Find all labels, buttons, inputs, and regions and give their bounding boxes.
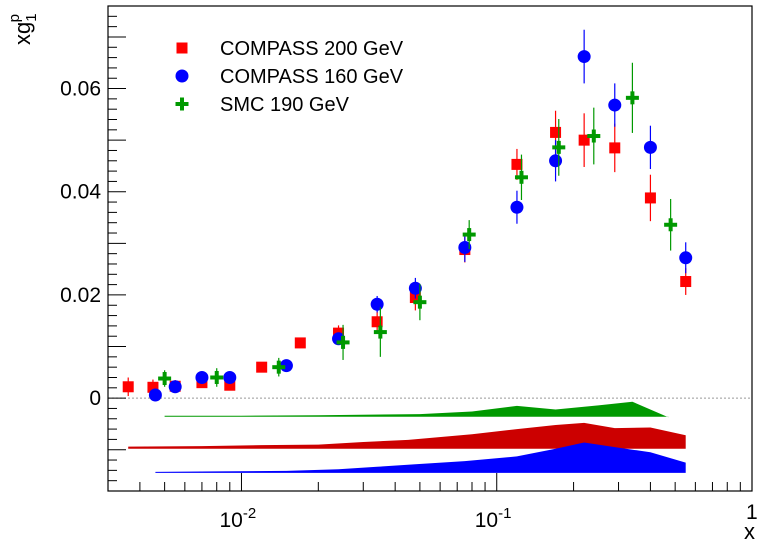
data-point: [224, 379, 236, 391]
data-point: [510, 200, 524, 214]
data-point: [210, 370, 224, 384]
data-point: [587, 129, 601, 143]
data-point: [122, 381, 134, 393]
data-point: [608, 98, 622, 112]
y-tick-label: 0.06: [60, 78, 101, 101]
data-point: [550, 126, 562, 138]
data-point: [679, 251, 693, 265]
data-point: [223, 370, 237, 384]
data-point: [256, 361, 268, 373]
data-point: [644, 192, 656, 204]
y-axis-title-superscript: p: [6, 14, 23, 22]
data-point: [625, 91, 639, 105]
systematic-band-2: [128, 422, 686, 449]
legend-marker: [175, 97, 189, 111]
y-tick-label: 0: [89, 387, 101, 410]
data-point: [552, 140, 566, 154]
data-point: [514, 170, 528, 184]
data-point: [413, 295, 427, 309]
y-axis-title: xg1p: [6, 13, 40, 45]
data-point: [147, 381, 159, 393]
data-point: [168, 380, 182, 394]
data-point: [609, 142, 621, 154]
legend-label: SMC 190 GeV: [220, 94, 350, 116]
plot-frame: [107, 5, 753, 492]
data-point: [664, 218, 678, 232]
y-tick-label: 0.04: [60, 181, 101, 204]
data-point: [462, 228, 476, 242]
systematic-bands: [128, 401, 686, 473]
y-axis-title-base: xg: [10, 22, 35, 45]
data-point: [336, 335, 350, 349]
data-point: [373, 325, 387, 339]
legend-marker: [175, 69, 189, 83]
legend-label: COMPASS 160 GeV: [220, 66, 404, 88]
x-tick-label: 1: [746, 501, 758, 524]
data-point: [272, 360, 286, 374]
data-point: [577, 50, 591, 64]
x-axis-title: x: [744, 519, 755, 544]
data-point: [370, 297, 384, 311]
data-point: [371, 316, 383, 328]
data-point: [148, 388, 162, 402]
axis-ticks: [107, 15, 753, 491]
y-axis-title-subscript: 1: [23, 13, 40, 21]
data-point: [195, 370, 209, 384]
data-point: [549, 154, 563, 168]
data-point: [158, 372, 172, 386]
data-point: [408, 281, 422, 295]
legend: COMPASS 200 GeV COMPASS 160 GeV SMC 190 Ge…: [175, 38, 404, 116]
series-3: [158, 62, 678, 387]
data-point: [294, 337, 306, 349]
data-point: [458, 240, 472, 254]
data-point: [578, 134, 590, 146]
legend-label: COMPASS 200 GeV: [220, 38, 404, 60]
tick-labels: 0 0.02 0.04 0.06 10-2 10-1 1: [60, 78, 758, 532]
x-tick-label: 10-2: [219, 505, 256, 532]
systematic-band-1: [164, 401, 669, 418]
data-point: [643, 140, 657, 154]
data-points: [122, 29, 693, 402]
legend-marker: [176, 42, 188, 54]
series-1: [122, 110, 692, 397]
y-tick-label: 0.02: [60, 284, 101, 307]
data-point: [680, 276, 692, 288]
systematic-band-3: [155, 442, 686, 473]
data-point: [511, 158, 523, 170]
x-tick-label: 10-1: [475, 505, 512, 532]
